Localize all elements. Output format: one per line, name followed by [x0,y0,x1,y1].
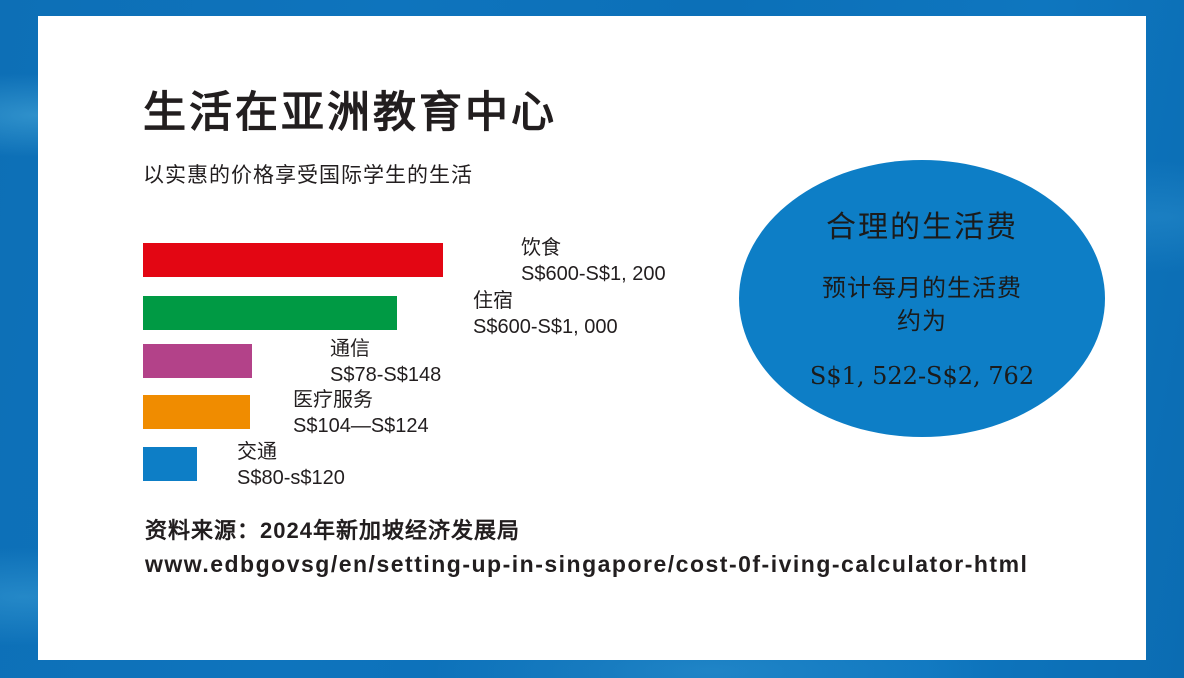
bar [143,344,252,378]
bar-value-range: S$600-S$1, 200 [521,263,666,285]
bar-label: 住宿 S$600-S$1, 000 [473,288,618,340]
page-subtitle: 以实惠的价格享受国际学生的生活 [143,164,473,187]
bar-label: 饮食 S$600-S$1, 200 [521,235,666,287]
content-card: 生活在亚洲教育中心 以实惠的价格享受国际学生的生活 饮食 S$600-S$1, … [38,16,1146,660]
bar-label: 医疗服务 S$104—S$124 [293,387,429,439]
bar-category-label: 通信 [330,338,370,360]
source-url: www.edbgovsg/en/setting-up-in-singapore/… [145,551,1029,577]
bar [143,243,443,277]
bar [143,395,250,429]
bar-category-label: 医疗服务 [293,389,373,411]
bar-value-range: S$78-S$148 [330,364,442,386]
bar-value-range: S$80-s$120 [237,467,345,489]
bar-value-range: S$600-S$1, 000 [473,316,618,338]
bar [143,296,397,330]
bar-value-range: S$104—S$124 [293,415,429,437]
bar-label: 交通 S$80-s$120 [237,439,345,491]
callout-title: 合理的生活费 [826,211,1018,244]
source-block: 资料来源：2024年新加坡经济发展局 www.edbgovsg/en/setti… [145,513,1028,578]
bar-category-label: 住宿 [473,290,513,312]
source-label: 资料来源：2024年新加坡经济发展局 [145,518,520,543]
bar-category-label: 交通 [237,441,277,463]
callout-description-line1: 预计每月的生活费 [822,275,1022,302]
page-title: 生活在亚洲教育中心 [143,89,557,137]
callout-amount: S$1, 522-S$2, 762 [809,362,1035,390]
callout-description-line2: 约为 [897,308,947,335]
bar-label: 通信 S$78-S$148 [330,336,441,388]
cost-callout-ellipse: 合理的生活费 预计每月的生活费 约为 S$1, 522-S$2, 762 [739,160,1105,437]
bar-category-label: 饮食 [521,237,561,259]
callout-description: 预计每月的生活费 约为 [822,272,1022,338]
bar [143,447,197,481]
